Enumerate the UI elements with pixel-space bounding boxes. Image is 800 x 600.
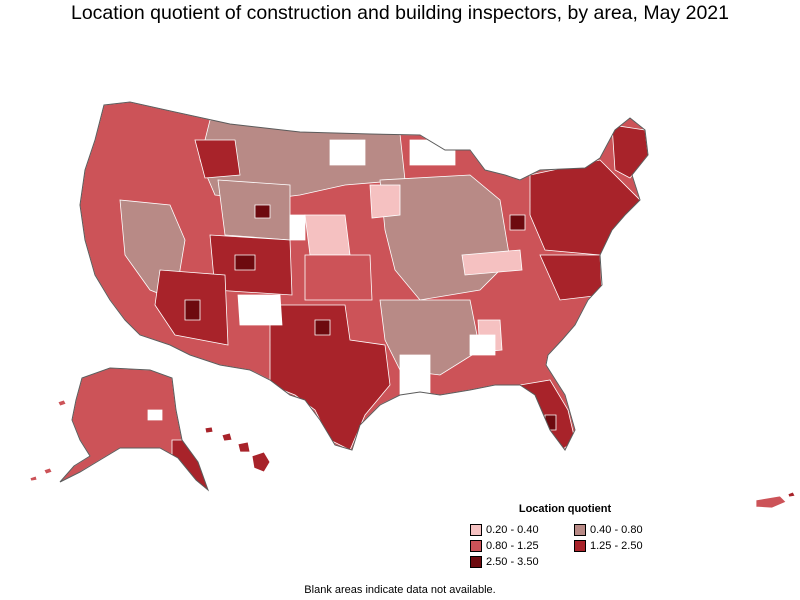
legend-swatch-1-25-2-50 xyxy=(574,540,586,552)
blank-area-new-mexico xyxy=(237,294,283,326)
contiguous-us-map xyxy=(79,101,649,451)
map-legend: Location quotient 0.20 - 0.40 0.40 - 0.8… xyxy=(470,503,660,569)
legend-item-0-20-0-40: 0.20 - 0.40 xyxy=(470,523,574,537)
alaska-blank-area xyxy=(147,409,163,421)
legend-label-0-40-0-80: 0.40 - 0.80 xyxy=(590,524,643,536)
blank-area-south-dakota xyxy=(329,139,366,166)
region-nebraska-low xyxy=(304,214,351,256)
legend-title: Location quotient xyxy=(518,503,612,515)
legend-swatch-0-40-0-80 xyxy=(574,524,586,536)
blank-area-tennessee xyxy=(469,334,496,356)
hawaii-island-maui xyxy=(237,441,251,453)
hawaii-map xyxy=(204,426,271,473)
puerto-rico-map xyxy=(755,491,796,509)
map-footnote: Blank areas indicate data not available. xyxy=(304,584,496,596)
region-ohio-hotspot xyxy=(509,214,526,231)
legend-swatch-2-50-3-50 xyxy=(470,556,482,568)
legend-label-0-80-1-25: 0.80 - 1.25 xyxy=(486,540,539,552)
region-wyoming-hotspot xyxy=(254,204,271,219)
region-kentucky-low xyxy=(461,249,523,276)
alaska-region xyxy=(59,367,209,492)
region-montana-west xyxy=(194,139,241,179)
blank-area-mississippi xyxy=(399,354,431,396)
legend-swatch-0-20-0-40 xyxy=(470,524,482,536)
map-title: Location quotient of construction and bu… xyxy=(70,2,729,24)
puerto-rico-region xyxy=(755,495,787,509)
puerto-rico-islet xyxy=(787,491,796,498)
region-kansas xyxy=(304,254,373,301)
blank-area-nebraska xyxy=(289,214,306,241)
alaska-map xyxy=(29,367,210,492)
legend-swatch-0-80-1-25 xyxy=(470,540,482,552)
contiguous-us-outline xyxy=(79,101,649,451)
hawaii-island-kauai xyxy=(204,426,214,434)
legend-item-0-80-1-25: 0.80 - 1.25 xyxy=(470,539,574,553)
legend-label-2-50-3-50: 2.50 - 3.50 xyxy=(486,556,539,568)
region-colorado-hotspot xyxy=(234,254,256,271)
alaska-outline xyxy=(59,367,210,492)
legend-item-1-25-2-50: 1.25 - 2.50 xyxy=(574,539,660,553)
hawaii-island-oahu xyxy=(221,432,233,442)
legend-label-0-20-0-40: 0.20 - 0.40 xyxy=(486,524,539,536)
region-arizona-hotspot xyxy=(184,299,201,321)
hawaii-island-big xyxy=(251,451,271,473)
aleutian-islands xyxy=(29,399,67,482)
region-maine xyxy=(611,124,648,179)
region-iowa-low xyxy=(369,184,401,219)
region-wyoming xyxy=(217,179,291,241)
region-texas-hotspot xyxy=(314,319,331,336)
legend-item-0-40-0-80: 0.40 - 0.80 xyxy=(574,523,660,537)
legend-label-1-25-2-50: 1.25 - 2.50 xyxy=(590,540,643,552)
legend-items: 0.20 - 0.40 0.40 - 0.80 0.80 - 1.25 1.25… xyxy=(470,523,660,569)
blank-area-michigan xyxy=(409,139,456,166)
legend-item-2-50-3-50: 2.50 - 3.50 xyxy=(470,555,574,569)
